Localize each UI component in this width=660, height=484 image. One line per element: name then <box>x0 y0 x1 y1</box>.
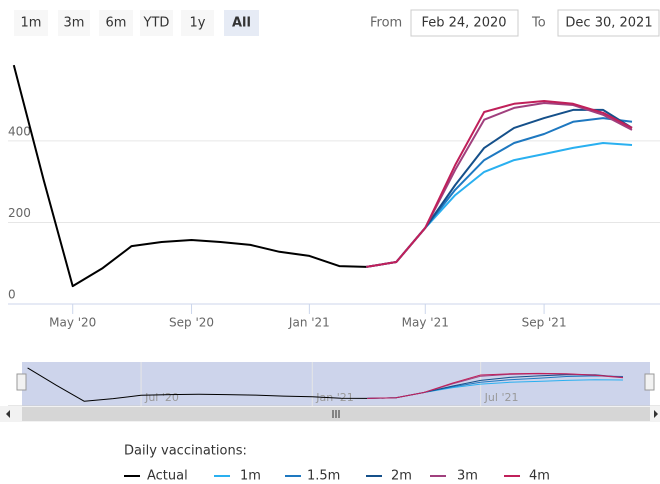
range-button-label: 3m <box>64 16 85 31</box>
navigator-handle[interactable] <box>16 373 27 391</box>
legend-title: Daily vaccinations: <box>124 444 247 459</box>
scroll-left[interactable] <box>6 410 10 418</box>
series-line <box>366 142 633 268</box>
navigator-line <box>367 372 624 399</box>
series-line <box>366 108 633 268</box>
to-label: To <box>531 16 546 31</box>
y-tick-label: 0 <box>8 288 16 302</box>
x-tick-label: Sep '20 <box>169 316 214 330</box>
y-tick-label: 200 <box>8 206 31 220</box>
x-tick-label: May '20 <box>49 316 96 330</box>
range-button-label: 6m <box>106 16 127 31</box>
range-button[interactable] <box>140 10 173 36</box>
scroll-right[interactable] <box>654 410 658 418</box>
from-value: Feb 24, 2020 <box>421 16 506 31</box>
from-label: From <box>370 16 402 31</box>
series-line <box>12 64 367 288</box>
range-button[interactable] <box>14 10 48 36</box>
legend-label[interactable]: Actual <box>147 469 188 484</box>
x-tick-label: Jan '21 <box>288 316 330 330</box>
legend-label[interactable]: 1m <box>240 469 261 484</box>
legend-label[interactable]: 4m <box>529 469 550 484</box>
scrollbar-grip <box>332 410 340 418</box>
legend-label[interactable]: 1.5m <box>307 469 340 484</box>
navigator-mask <box>22 362 650 406</box>
legend-label[interactable]: 3m <box>457 469 478 484</box>
to-input[interactable] <box>557 9 660 37</box>
range-button-label: 1m <box>21 16 42 31</box>
range-button[interactable] <box>58 10 90 36</box>
range-button[interactable] <box>99 10 133 36</box>
range-button-label: YTD <box>143 16 170 31</box>
x-tick-label: May '21 <box>402 316 449 330</box>
range-button-label: 1y <box>190 16 206 31</box>
navigator-line <box>27 367 368 402</box>
to-value: Dec 30, 2021 <box>565 16 652 31</box>
x-tick-label: Sep '21 <box>522 316 567 330</box>
legend-label[interactable]: 2m <box>391 469 412 484</box>
series-line <box>366 102 633 268</box>
series-line <box>366 100 633 268</box>
range-button-label: All <box>232 16 251 31</box>
from-input[interactable] <box>410 9 519 37</box>
series-line <box>366 117 633 268</box>
navigator-tick-label: Jul '21 <box>484 391 519 404</box>
navigator-handle[interactable] <box>644 373 655 391</box>
y-tick-label: 400 <box>8 124 31 138</box>
navigator-tick-label: Jul '20 <box>144 391 179 404</box>
range-button[interactable] <box>224 10 259 36</box>
range-button[interactable] <box>181 10 214 36</box>
